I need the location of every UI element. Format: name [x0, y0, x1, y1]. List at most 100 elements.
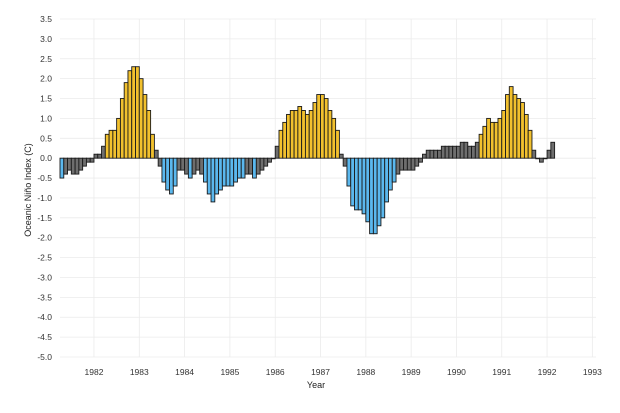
x-tick-label: 1992	[538, 367, 557, 377]
x-tick-label: 1993	[583, 367, 602, 377]
bar	[546, 149, 552, 159]
bar	[463, 141, 469, 159]
bar	[531, 149, 537, 159]
bar	[210, 157, 216, 203]
bar	[180, 157, 186, 171]
bar	[267, 157, 272, 163]
bar	[244, 157, 250, 175]
bar	[240, 157, 246, 179]
bar	[195, 157, 201, 171]
bar	[255, 157, 261, 175]
bar	[452, 145, 457, 159]
bar	[539, 157, 544, 163]
bar	[410, 157, 416, 171]
bar	[259, 157, 265, 171]
bar	[59, 157, 65, 179]
y-tick-label: -0.5	[37, 173, 52, 183]
bar	[286, 113, 291, 159]
bar	[380, 157, 386, 219]
bar	[489, 121, 495, 159]
bar	[89, 157, 95, 163]
bar	[221, 157, 227, 187]
bar	[497, 117, 503, 159]
bar	[316, 94, 321, 159]
bar	[406, 157, 412, 171]
y-tick-label: -3.0	[37, 272, 52, 282]
bar	[357, 157, 363, 211]
bar	[372, 157, 378, 235]
bar	[425, 149, 431, 159]
bar	[399, 157, 405, 171]
bar	[104, 133, 110, 159]
bar	[448, 145, 454, 159]
bar	[403, 157, 408, 171]
y-tick-label: -2.5	[37, 253, 52, 263]
bar	[501, 110, 506, 159]
bar	[384, 157, 389, 203]
bar	[474, 141, 480, 159]
bar	[455, 145, 461, 159]
grid	[60, 18, 596, 358]
bar	[218, 157, 223, 191]
bar	[191, 157, 197, 175]
x-tick-label: 1987	[311, 367, 330, 377]
y-tick-label: 2.5	[40, 54, 52, 64]
bar	[467, 145, 473, 159]
y-tick-label: -2.0	[37, 233, 52, 243]
bar	[101, 145, 106, 159]
bar	[342, 157, 348, 167]
y-tick-label: 0.0	[40, 153, 52, 163]
bar	[67, 157, 72, 171]
bar	[486, 117, 491, 159]
x-tick-label: 1984	[175, 367, 194, 377]
bar	[63, 157, 69, 175]
y-tick-label: -4.0	[37, 312, 52, 322]
bar	[308, 110, 314, 159]
bar	[482, 125, 488, 159]
bar	[293, 110, 299, 159]
x-tick-label: 1982	[85, 367, 104, 377]
bar	[331, 117, 337, 159]
bar	[535, 157, 540, 160]
x-tick-label: 1991	[492, 367, 511, 377]
bar	[429, 149, 435, 159]
bar	[206, 157, 212, 195]
bar	[282, 121, 287, 159]
bar	[85, 157, 91, 163]
x-tick-label: 1985	[220, 367, 239, 377]
bar	[527, 129, 533, 159]
bar	[214, 157, 220, 195]
bar	[422, 153, 427, 159]
y-tick-label: -5.0	[37, 352, 52, 362]
bar	[184, 157, 189, 175]
x-tick-label: 1990	[447, 367, 466, 377]
bar	[150, 133, 155, 159]
x-tick-label: 1983	[130, 367, 149, 377]
y-tick-labels: 3.5 3.0 2.5 2.0 1.5 1.0 0.5 0.0 -0.5 -1.0 -1.5 -2.0…	[37, 14, 52, 362]
bar	[203, 157, 208, 183]
bar	[123, 82, 129, 159]
bar	[508, 86, 514, 159]
bar	[187, 157, 193, 179]
y-tick-label: -4.5	[37, 332, 52, 342]
y-tick-label: 1.0	[40, 113, 52, 123]
y-tick-label: -1.5	[37, 213, 52, 223]
bar	[327, 110, 333, 159]
bar	[365, 157, 371, 223]
bar	[437, 149, 442, 159]
bar	[229, 157, 235, 187]
bar	[116, 117, 121, 159]
bar	[135, 66, 140, 159]
bar	[304, 113, 310, 159]
bar	[505, 94, 510, 159]
bars	[59, 66, 556, 235]
bar	[142, 94, 148, 159]
bar	[520, 102, 525, 159]
bar	[70, 157, 76, 175]
bar	[131, 66, 136, 159]
y-tick-label: -1.0	[37, 193, 52, 203]
bar	[97, 153, 102, 159]
y-tick-label: 3.0	[40, 34, 52, 44]
x-tick-label: 1988	[356, 367, 375, 377]
